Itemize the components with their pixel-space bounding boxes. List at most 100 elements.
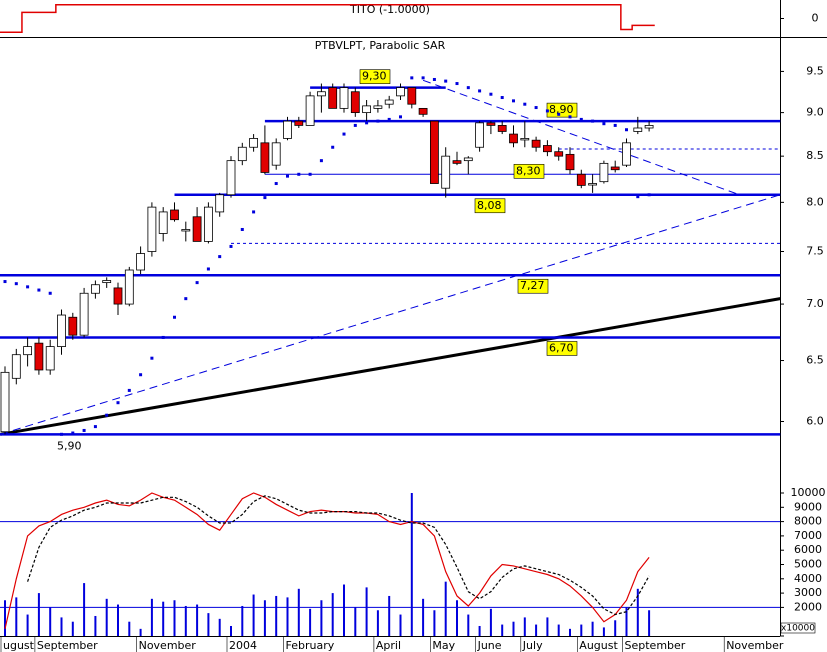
volume-bar <box>207 613 210 636</box>
trend-line <box>422 79 740 196</box>
x-tick-label: November <box>726 639 784 652</box>
x-tick-label: May <box>432 639 455 652</box>
level-label: 6,70 <box>549 341 574 354</box>
volume-bar <box>648 610 651 636</box>
volume-bar <box>162 601 165 636</box>
volume-bar <box>94 615 97 636</box>
volume-bar <box>139 628 142 636</box>
candle-body <box>350 91 360 114</box>
candle-body <box>226 160 236 196</box>
volume-bar <box>444 581 447 636</box>
volume-bar <box>614 620 617 636</box>
volume-bar <box>4 600 6 636</box>
volume-bar <box>309 608 312 636</box>
y-tick-label: 5000 <box>794 558 822 571</box>
level-label-box <box>359 69 391 84</box>
x-tick-label: June <box>477 639 502 652</box>
y-tick-label: 6000 <box>794 543 822 556</box>
volume-bar <box>489 608 492 636</box>
volume-bar <box>150 598 153 636</box>
sar-dot <box>139 373 143 377</box>
sar-dot <box>82 428 86 432</box>
volume-bar <box>15 597 18 636</box>
candle-body <box>294 120 304 126</box>
x-tick-label: 2004 <box>229 639 257 652</box>
volume-bar <box>60 617 63 636</box>
candle-body <box>91 284 100 294</box>
sar-dot <box>534 106 538 110</box>
volume-bar <box>535 624 538 636</box>
sar-dot <box>512 99 515 103</box>
volume-bar <box>117 604 119 636</box>
volume-bar <box>602 627 605 636</box>
sar-dot <box>613 123 617 127</box>
candle-body <box>23 346 33 356</box>
sar-dot <box>353 123 357 127</box>
unit-box <box>780 622 816 634</box>
volume-bar <box>275 595 278 636</box>
candle-body <box>249 138 259 148</box>
y-tick-label: 9.5 <box>806 64 824 77</box>
volume-bar <box>467 614 470 636</box>
volume-bar <box>523 617 526 636</box>
sar-dot <box>297 172 301 176</box>
candle-body <box>0 371 10 433</box>
y-tick-label: 6.5 <box>806 354 824 367</box>
volume-bar <box>569 628 571 636</box>
sar-dot <box>466 86 470 90</box>
volume-bar <box>331 593 334 636</box>
level-label: 9,30 <box>362 70 387 83</box>
candle-body <box>633 127 643 132</box>
sar-dot <box>37 288 41 292</box>
candle-body <box>418 107 428 115</box>
volume-bar <box>286 597 289 636</box>
y-tick-label: 0 <box>812 12 819 25</box>
candle-body <box>34 342 44 371</box>
candle-body <box>203 206 213 242</box>
volume-bar <box>546 617 549 636</box>
candle-body <box>622 142 631 166</box>
y-tick-label: 3000 <box>794 586 822 599</box>
sar-dot <box>444 79 448 83</box>
volume-bar <box>354 607 357 636</box>
y-tick-label: 8000 <box>794 515 822 528</box>
level-label-box <box>546 341 578 356</box>
candle-body <box>429 120 439 184</box>
sar-dot <box>60 432 63 436</box>
volume-bar <box>263 600 266 636</box>
candle-body <box>452 160 462 164</box>
x-tick-label: September <box>625 639 686 652</box>
volume-bar <box>37 593 40 636</box>
volume-bar <box>501 624 504 636</box>
volume-bar <box>105 598 108 636</box>
sar-dot <box>308 172 312 176</box>
candle-body <box>543 145 552 153</box>
sar-dot <box>71 431 75 435</box>
volume-bar <box>591 621 594 636</box>
sar-dot <box>319 159 323 163</box>
sar-dot <box>432 77 436 81</box>
candle-body <box>124 269 134 305</box>
volume-bar <box>456 600 458 636</box>
candle-body <box>509 133 518 144</box>
volume-bar <box>196 604 199 636</box>
x-tick-label: September <box>37 639 98 652</box>
candle-body <box>113 287 123 305</box>
sar-dot <box>3 280 7 284</box>
sar-dot <box>421 76 425 80</box>
sar-dot <box>365 121 369 125</box>
x-tick-label: February <box>286 639 335 652</box>
candle-body <box>170 209 179 221</box>
sar-dot <box>489 92 493 96</box>
candle-body <box>396 87 405 97</box>
sar-dot <box>229 244 233 248</box>
candle-body <box>339 87 349 109</box>
level-label: 5,90 <box>57 439 82 452</box>
volume-bar <box>376 610 379 636</box>
sar-dot <box>399 115 402 119</box>
chart-title: PTBVLPT, Parabolic SAR <box>315 39 446 52</box>
volume-bar <box>297 588 300 636</box>
sar-dot <box>478 89 482 93</box>
candle-body <box>486 122 496 126</box>
